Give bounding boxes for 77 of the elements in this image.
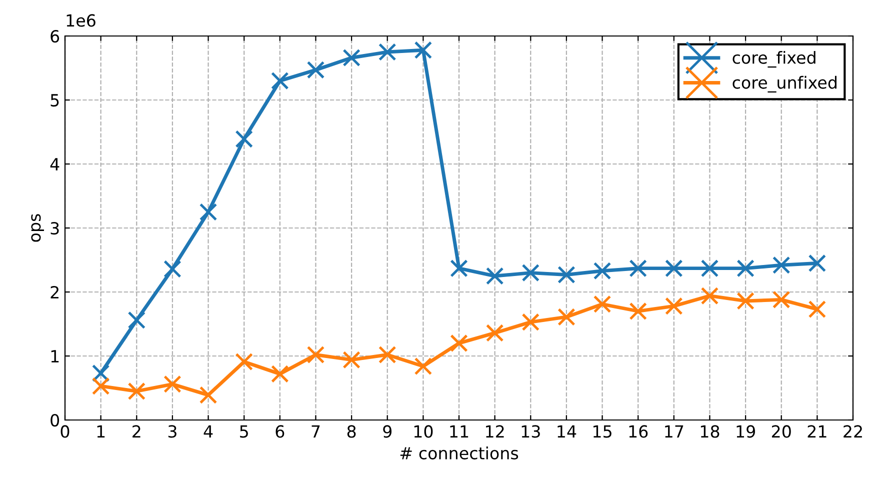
point xyxy=(450,334,468,352)
y-tick-label: 2 xyxy=(50,286,58,298)
x-tick-label: 12 xyxy=(486,425,504,438)
point xyxy=(486,267,504,285)
point xyxy=(558,308,576,326)
legend-label: core_unfixed xyxy=(732,76,836,93)
x-tick-label: 22 xyxy=(844,425,862,438)
point xyxy=(306,61,325,79)
x-tick-label: 21 xyxy=(808,425,826,438)
point xyxy=(558,266,576,284)
x-tick-label: 18 xyxy=(700,425,720,438)
text: 1e6 xyxy=(66,14,96,27)
point xyxy=(164,260,182,278)
y-axis-title: ops xyxy=(31,214,44,242)
point xyxy=(700,286,719,305)
x-tick-label: 17 xyxy=(665,425,684,438)
point xyxy=(414,357,432,376)
x-tick-label: 20 xyxy=(772,425,791,438)
point xyxy=(629,302,647,320)
point xyxy=(629,259,647,278)
x-tick-label: 14 xyxy=(558,425,576,438)
point xyxy=(306,346,325,364)
point xyxy=(271,365,289,383)
x-tick-label: 0 xyxy=(60,425,70,438)
x-tick-label: 3 xyxy=(168,425,176,438)
x-tick-label: 15 xyxy=(594,425,612,438)
y-tick-label: 3 xyxy=(50,222,59,235)
point xyxy=(199,203,218,221)
point xyxy=(235,130,253,148)
point xyxy=(235,352,253,371)
point xyxy=(522,313,540,331)
point xyxy=(128,382,146,400)
x-tick-label: 2 xyxy=(132,425,140,438)
point xyxy=(271,72,289,90)
x-tick-label: 10 xyxy=(414,425,433,438)
point xyxy=(593,262,612,280)
point xyxy=(450,259,468,278)
point xyxy=(700,259,719,278)
legend-label: core_fixed xyxy=(732,51,816,68)
point xyxy=(128,311,146,330)
point xyxy=(808,300,826,318)
point xyxy=(199,386,218,404)
point xyxy=(665,259,683,278)
point xyxy=(164,375,182,394)
y-tick-label: 0 xyxy=(50,414,60,427)
x-tick-label: 16 xyxy=(629,425,648,438)
point xyxy=(736,292,754,310)
x-tick-label: 9 xyxy=(383,425,392,438)
x-tick-label: 6 xyxy=(276,425,284,438)
point xyxy=(342,350,360,369)
x-tick-label: 7 xyxy=(312,425,320,438)
point xyxy=(772,256,790,274)
x-tick-label: 11 xyxy=(450,425,468,438)
x-tick-label: 13 xyxy=(522,425,540,438)
point xyxy=(772,290,790,309)
x-tick-label: 1 xyxy=(97,425,105,438)
x-tick-label: 8 xyxy=(347,425,356,438)
point xyxy=(342,48,360,67)
point xyxy=(736,259,754,278)
point xyxy=(92,364,110,382)
x-tick-label: 19 xyxy=(736,425,755,438)
y-tick-label: 6 xyxy=(50,30,60,43)
point xyxy=(808,254,826,272)
y-tick-label: 1 xyxy=(51,350,59,362)
y-tick-label: 5 xyxy=(50,94,59,107)
point xyxy=(92,377,110,395)
point xyxy=(665,297,683,315)
point xyxy=(522,264,540,282)
point xyxy=(378,346,396,364)
x-tick-label: 4 xyxy=(204,425,213,438)
point xyxy=(486,324,504,342)
point xyxy=(593,295,612,314)
point xyxy=(414,41,432,59)
x-tick-label: 5 xyxy=(240,425,248,438)
point xyxy=(378,43,396,61)
x-axis-title: # connections xyxy=(400,446,518,460)
y-tick-label: 4 xyxy=(50,158,60,170)
